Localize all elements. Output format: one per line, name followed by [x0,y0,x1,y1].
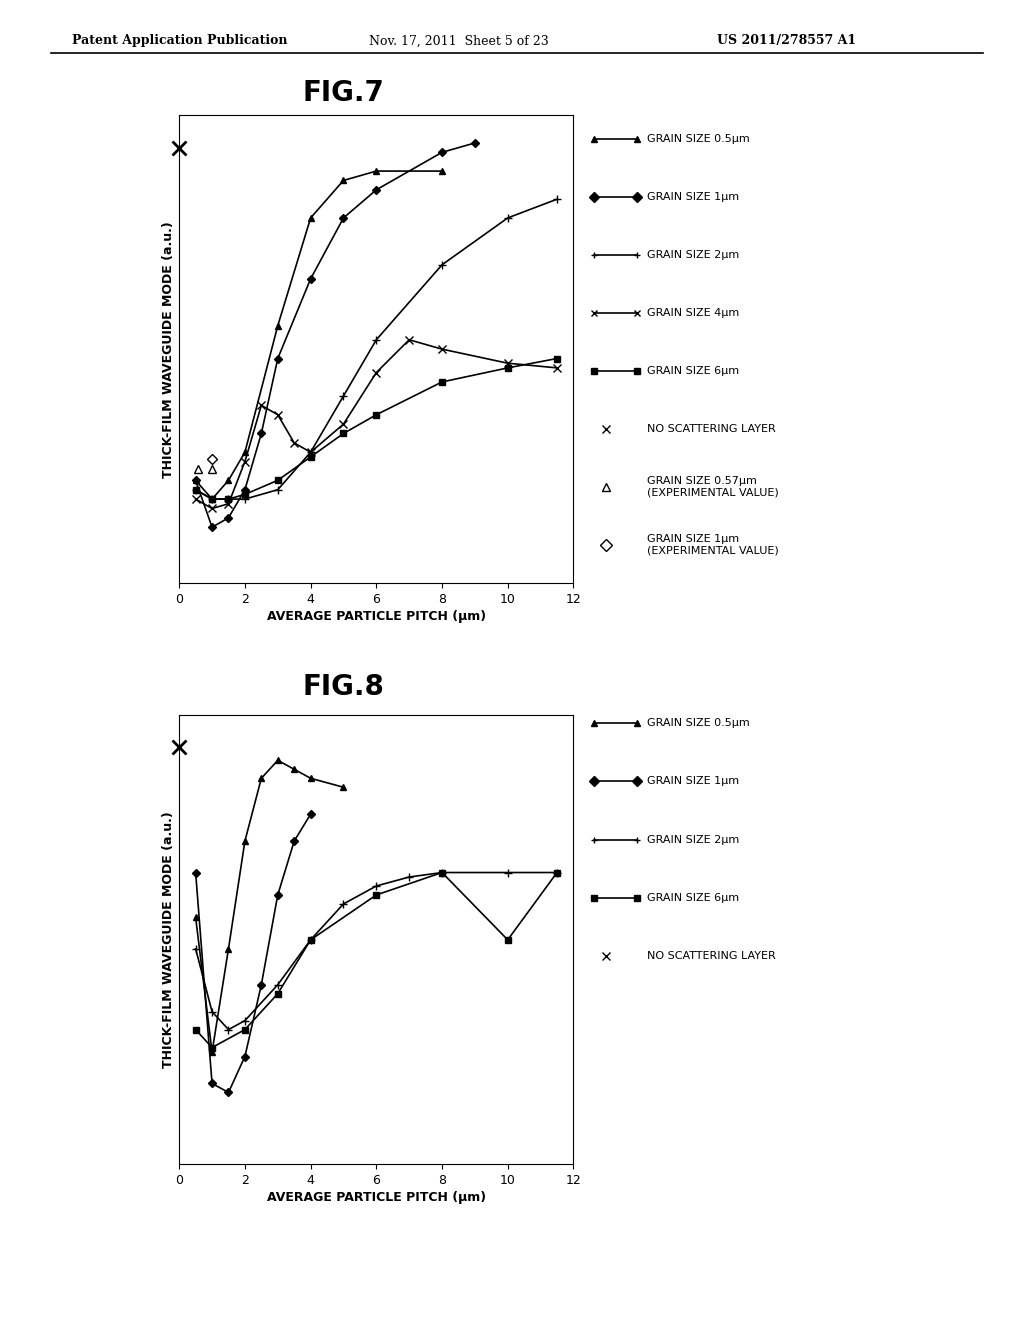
Text: GRAIN SIZE 6μm: GRAIN SIZE 6μm [647,366,739,376]
Text: GRAIN SIZE 4μm: GRAIN SIZE 4μm [647,308,739,318]
Text: GRAIN SIZE 1μm
(EXPERIMENTAL VALUE): GRAIN SIZE 1μm (EXPERIMENTAL VALUE) [647,535,779,556]
X-axis label: AVERAGE PARTICLE PITCH (μm): AVERAGE PARTICLE PITCH (μm) [267,610,485,623]
Text: Patent Application Publication: Patent Application Publication [72,34,287,48]
Text: GRAIN SIZE 0.5μm: GRAIN SIZE 0.5μm [647,133,750,144]
Text: Nov. 17, 2011  Sheet 5 of 23: Nov. 17, 2011 Sheet 5 of 23 [369,34,549,48]
Y-axis label: THICK-FILM WAVEGUIDE MODE (a.u.): THICK-FILM WAVEGUIDE MODE (a.u.) [162,220,175,478]
Text: NO SCATTERING LAYER: NO SCATTERING LAYER [647,424,776,434]
Text: GRAIN SIZE 2μm: GRAIN SIZE 2μm [647,834,739,845]
Text: GRAIN SIZE 1μm: GRAIN SIZE 1μm [647,191,739,202]
Y-axis label: THICK-FILM WAVEGUIDE MODE (a.u.): THICK-FILM WAVEGUIDE MODE (a.u.) [162,812,175,1068]
Text: NO SCATTERING LAYER: NO SCATTERING LAYER [647,950,776,961]
Text: GRAIN SIZE 6μm: GRAIN SIZE 6μm [647,892,739,903]
Text: GRAIN SIZE 2μm: GRAIN SIZE 2μm [647,249,739,260]
Text: GRAIN SIZE 1μm: GRAIN SIZE 1μm [647,776,739,787]
Text: FIG.8: FIG.8 [302,673,384,701]
Text: GRAIN SIZE 0.5μm: GRAIN SIZE 0.5μm [647,718,750,729]
X-axis label: AVERAGE PARTICLE PITCH (μm): AVERAGE PARTICLE PITCH (μm) [267,1191,485,1204]
Text: FIG.7: FIG.7 [302,79,384,107]
Text: GRAIN SIZE 0.57μm
(EXPERIMENTAL VALUE): GRAIN SIZE 0.57μm (EXPERIMENTAL VALUE) [647,477,779,498]
Text: US 2011/278557 A1: US 2011/278557 A1 [717,34,856,48]
